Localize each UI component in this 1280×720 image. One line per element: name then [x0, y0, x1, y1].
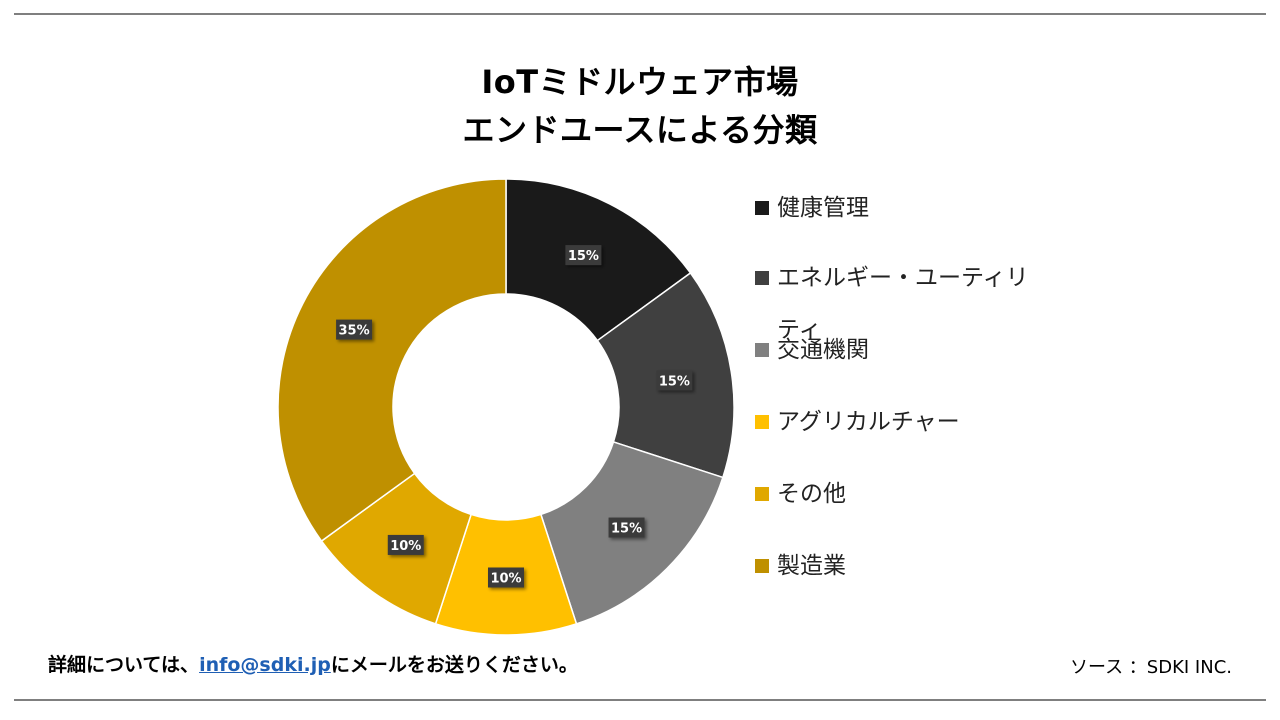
- value-label-text: 10%: [390, 539, 421, 554]
- bottom-rule: [14, 699, 1266, 701]
- legend-label: 健康管理: [777, 195, 869, 221]
- value-label: 15%: [656, 370, 693, 391]
- value-label-text: 15%: [611, 522, 642, 537]
- value-label-box: [656, 370, 693, 391]
- value-label-box: [336, 319, 373, 340]
- legend-item: 製造業: [755, 546, 1067, 592]
- legend-swatch: [755, 559, 769, 573]
- legend-label: アグリカルチャー: [777, 409, 960, 435]
- legend-swatch: [755, 415, 769, 429]
- contact-suffix: にメールをお送りください。: [330, 654, 578, 676]
- value-label: 35%: [336, 319, 373, 340]
- value-label: 15%: [565, 245, 602, 266]
- top-rule: [14, 13, 1266, 15]
- value-label-text: 15%: [659, 374, 690, 389]
- legend-item: 健康管理: [755, 188, 1067, 234]
- legend-item: 交通機関: [755, 330, 1067, 376]
- legend-label: エネルギー・ユーティリティ: [777, 265, 1029, 343]
- contact-prefix: 詳細については、: [48, 654, 200, 676]
- value-label-box: [608, 517, 645, 538]
- value-label-text: 15%: [568, 249, 599, 264]
- legend-item: エネルギー・ユーティリティ: [755, 258, 1045, 356]
- donut-slice: [277, 178, 507, 543]
- contact-note: 詳細については、info@sdki.jpにメールをお送りください。: [48, 650, 578, 680]
- value-label: 10%: [488, 567, 524, 588]
- chart-title-line2: エンドユースによる分類: [462, 111, 818, 149]
- legend-swatch: [755, 487, 769, 501]
- chart-title-line1: IoTミドルウェア市場: [481, 63, 799, 101]
- value-label: 15%: [608, 517, 645, 538]
- legend-label: 製造業: [777, 553, 846, 579]
- value-label-text: 10%: [490, 572, 521, 587]
- legend-item: その他: [755, 474, 1067, 520]
- contact-email-link[interactable]: info@sdki.jp: [199, 654, 331, 676]
- source-note: ソース ：SDKI INC.: [1069, 657, 1232, 678]
- legend-swatch: [755, 343, 769, 357]
- legend-label: 交通機関: [777, 337, 869, 363]
- value-label-text: 35%: [339, 324, 370, 339]
- value-label-box: [565, 245, 602, 266]
- value-label-box: [387, 534, 424, 555]
- legend-swatch: [755, 201, 769, 215]
- value-label: 10%: [387, 534, 424, 555]
- value-label-box: [488, 567, 524, 588]
- legend-label: その他: [777, 481, 846, 507]
- legend-swatch: [755, 271, 769, 285]
- legend-item: アグリカルチャー: [755, 402, 1067, 448]
